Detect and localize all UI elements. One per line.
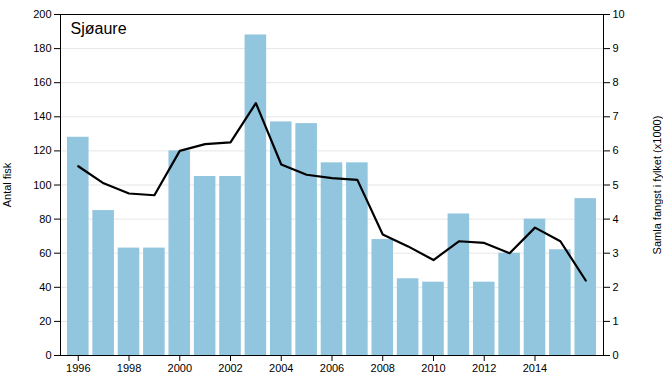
svg-text:4: 4 bbox=[613, 213, 619, 225]
svg-text:8: 8 bbox=[613, 76, 619, 88]
svg-text:2002: 2002 bbox=[218, 362, 242, 374]
svg-text:120: 120 bbox=[33, 144, 51, 156]
svg-text:1: 1 bbox=[613, 315, 619, 327]
svg-text:200: 200 bbox=[33, 8, 51, 20]
svg-text:180: 180 bbox=[33, 42, 51, 54]
svg-text:3: 3 bbox=[613, 247, 619, 259]
svg-text:2: 2 bbox=[613, 281, 619, 293]
svg-text:1998: 1998 bbox=[117, 362, 141, 374]
svg-text:2014: 2014 bbox=[523, 362, 547, 374]
svg-text:6: 6 bbox=[613, 144, 619, 156]
svg-text:Samla fangst i fylket (x1000): Samla fangst i fylket (x1000) bbox=[651, 116, 663, 255]
svg-text:2010: 2010 bbox=[421, 362, 445, 374]
svg-text:80: 80 bbox=[39, 213, 51, 225]
svg-text:20: 20 bbox=[39, 315, 51, 327]
svg-text:10: 10 bbox=[613, 8, 625, 20]
svg-text:7: 7 bbox=[613, 110, 619, 122]
svg-text:2004: 2004 bbox=[269, 362, 293, 374]
svg-text:0: 0 bbox=[613, 349, 619, 361]
svg-text:2006: 2006 bbox=[320, 362, 344, 374]
svg-text:2000: 2000 bbox=[168, 362, 192, 374]
svg-text:40: 40 bbox=[39, 281, 51, 293]
svg-text:Antal fisk: Antal fisk bbox=[1, 162, 13, 207]
svg-text:140: 140 bbox=[33, 110, 51, 122]
svg-text:100: 100 bbox=[33, 179, 51, 191]
svg-text:0: 0 bbox=[45, 349, 51, 361]
svg-text:1996: 1996 bbox=[66, 362, 90, 374]
svg-text:5: 5 bbox=[613, 179, 619, 191]
svg-text:2008: 2008 bbox=[371, 362, 395, 374]
svg-text:9: 9 bbox=[613, 42, 619, 54]
svg-text:160: 160 bbox=[33, 76, 51, 88]
svg-text:60: 60 bbox=[39, 247, 51, 259]
svg-text:Sjøaure: Sjøaure bbox=[71, 20, 127, 37]
svg-text:2012: 2012 bbox=[472, 362, 496, 374]
